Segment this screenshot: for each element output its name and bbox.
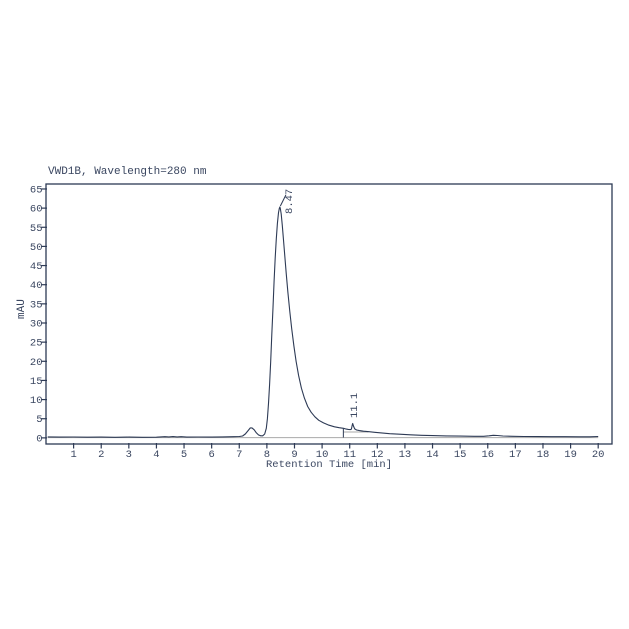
peak-annotation-layer: 8.47 11.1	[279, 189, 361, 418]
x-tick-label: 10	[316, 449, 329, 461]
x-tick-label: 2	[98, 449, 104, 461]
y-tick-label: 25	[30, 338, 43, 350]
x-tick-label: 5	[181, 449, 187, 461]
chart-title: VWD1B, Wavelength=280 nm	[48, 166, 207, 178]
x-axis-title: Retention Time [min]	[265, 459, 393, 471]
x-tick-label: 15	[454, 449, 467, 461]
trace-layer	[47, 206, 599, 438]
y-tick-label: 15	[30, 376, 43, 388]
x-tick-label: 8	[264, 449, 270, 461]
peak-leader-line	[279, 194, 287, 207]
x-tick-label: 4	[153, 449, 159, 461]
x-tick-label: 1	[70, 449, 76, 461]
y-tick-label: 65	[30, 184, 43, 196]
x-tick-label: 6	[209, 449, 215, 461]
x-tick-label: 11	[343, 449, 356, 461]
y-tick-label: 55	[30, 223, 43, 235]
y-tick-label: 30	[30, 318, 43, 330]
x-tick-label: 12	[371, 449, 384, 461]
x-tick-label: 3	[126, 449, 132, 461]
x-tick-label: 13	[399, 449, 412, 461]
y-tick-label: 45	[30, 261, 43, 273]
y-tick-label: 10	[30, 395, 43, 407]
chromatogram-trace	[47, 206, 599, 438]
x-tick-label: 18	[537, 449, 550, 461]
x-tick-label: 17	[509, 449, 522, 461]
x-tick-label: 20	[592, 449, 605, 461]
plot-frame	[45, 183, 613, 445]
x-tick-label: 9	[291, 449, 297, 461]
peak-label: 8.47	[284, 189, 296, 214]
peak-label: 11.1	[349, 393, 361, 418]
y-tick-label: 50	[30, 242, 43, 254]
y-tick-label: 20	[30, 357, 43, 369]
y-tick-label: 60	[30, 204, 43, 216]
y-tick-label: 5	[36, 414, 42, 426]
x-tick-label: 16	[481, 449, 494, 461]
x-tick-label: 19	[564, 449, 577, 461]
y-tick-label: 35	[30, 299, 43, 311]
y-tick-label: 40	[30, 280, 43, 292]
x-tick-label: 7	[236, 449, 242, 461]
y-tick-label: 0	[36, 433, 42, 445]
x-tick-label: 14	[426, 449, 439, 461]
